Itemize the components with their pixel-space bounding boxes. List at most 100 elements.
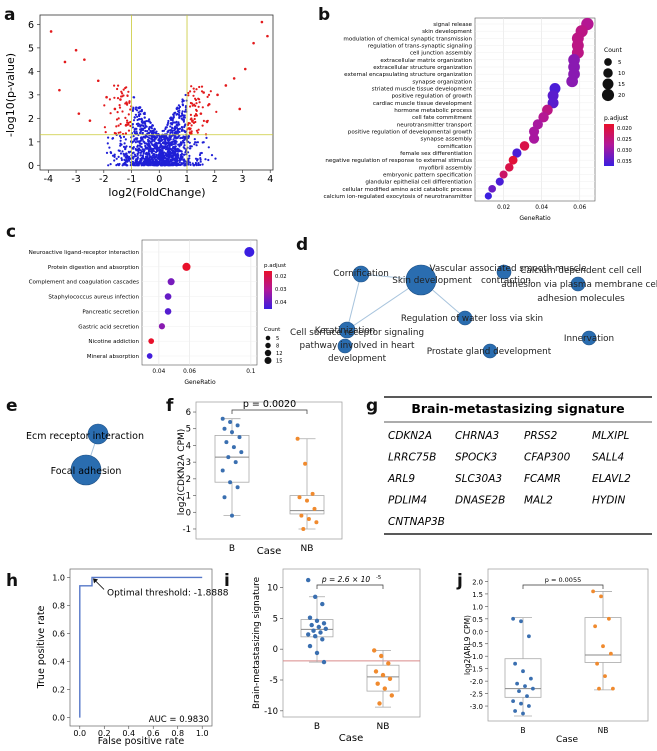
arl9-dot-B [511, 616, 515, 621]
signature-pvalue-bracket [316, 584, 384, 589]
label-keratinization: Keratinization [315, 326, 376, 336]
volcano-point [170, 155, 173, 158]
volcano-point [143, 116, 146, 119]
volcano-point [180, 114, 183, 117]
volcano-point [190, 85, 193, 88]
cdkn2a-dot-NB [312, 506, 317, 511]
kegg-term-label: Pancreatic secretion [82, 309, 139, 315]
panel-c: c Neuroactive ligand-receptor interactio… [6, 222, 287, 386]
arl9-ytick-label: -2.5 [470, 691, 483, 699]
volcano-point [138, 107, 141, 110]
volcano-point [172, 113, 175, 117]
cdkn2a-dot-B [222, 426, 227, 431]
arl9-dot-NB [597, 686, 601, 691]
volcano-point [161, 162, 164, 165]
cdkn2a-dot-B [235, 485, 240, 490]
volcano-point [178, 111, 181, 114]
volcano-xtick-label: -1 [127, 174, 136, 185]
label-vascular-line2: contraction [481, 276, 531, 286]
arl9-ytick-label: 1.5 [472, 591, 483, 599]
roc-curve [79, 576, 203, 718]
volcano-point [182, 146, 185, 149]
volcano-ylabel: -log10(p-value) [4, 53, 17, 137]
kegg-count-legend-dot [265, 342, 271, 349]
cdkn2a-dot-B [230, 513, 234, 518]
go-term-label: cornification [437, 144, 472, 150]
volcano-point [117, 124, 120, 127]
signature-ytick-label: 0 [273, 645, 278, 655]
kegg-dot [146, 353, 153, 359]
volcano-point [152, 131, 155, 134]
volcano-frame [39, 14, 274, 171]
panel-letter-e: e [6, 396, 18, 416]
signature-dot-NB [386, 661, 391, 666]
cdkn2a-dot-NB [305, 498, 309, 503]
panel-j: j -3.0 -2.5 -2.0 -1.5 -1.0 -0.5 0.0 0.5 1.0 1.5 2.… [456, 568, 649, 745]
volcano-point [147, 119, 150, 122]
volcano-sig-point [252, 41, 255, 45]
roc-annotation-label: Optimal threshold: -1.8888 [107, 588, 229, 598]
volcano-point [194, 113, 198, 116]
kegg-count-legend-dot [265, 335, 271, 341]
volcano-point [189, 105, 192, 108]
cdkn2a-frame [195, 401, 343, 540]
volcano-point [187, 136, 190, 139]
volcano-point [131, 123, 134, 126]
arl9-frame [487, 568, 649, 722]
cdkn2a-ytick-label: 0 [186, 508, 191, 518]
roc-annotation-arrowhead [93, 578, 99, 584]
label-vascular-line1: Vascular associated smooth muscle [430, 264, 587, 274]
volcano-point [159, 149, 162, 152]
arl9-ytick-label: 2.0 [472, 578, 483, 586]
panel-letter-b: b [318, 5, 330, 25]
cdkn2a-dot-NB [303, 461, 308, 466]
signature-box-ylabel: Brain-metastasizing signature [252, 577, 262, 709]
volcano-point [145, 153, 148, 156]
volcano-point [192, 87, 195, 90]
volcano-point [150, 140, 154, 143]
volcano-xtick-label: -3 [71, 174, 80, 185]
volcano-point [150, 137, 153, 140]
volcano-point [134, 141, 137, 144]
volcano-point [117, 131, 120, 134]
volcano-point [197, 97, 200, 100]
volcano-significant-points [49, 20, 269, 127]
volcano-point [164, 143, 167, 146]
volcano-point [148, 149, 151, 152]
volcano-point [146, 138, 150, 141]
volcano-point [171, 140, 174, 143]
volcano-point [125, 158, 128, 161]
volcano-point [107, 164, 110, 167]
volcano-point [183, 114, 186, 117]
roc-xtick-label: 0.4 [122, 729, 135, 738]
go-plot-frame [474, 17, 596, 202]
volcano-point [166, 159, 169, 162]
volcano-point [176, 136, 179, 139]
volcano-point [140, 108, 143, 112]
volcano-point [120, 157, 123, 160]
volcano-point [116, 97, 120, 100]
go-term-label: synapse organization [412, 79, 472, 85]
volcano-point [150, 150, 153, 153]
kegg-dot [182, 262, 191, 271]
volcano-point [173, 136, 176, 139]
volcano-point [200, 85, 204, 88]
volcano-point [187, 151, 190, 154]
volcano-sig-point [74, 48, 78, 52]
volcano-point [121, 110, 124, 113]
roc-xtick-label: 0.0 [73, 729, 86, 738]
volcano-ytick-label: 4 [28, 67, 34, 78]
volcano-point [142, 124, 145, 128]
volcano-point [195, 141, 198, 144]
volcano-point [190, 102, 194, 105]
volcano-point [140, 124, 143, 127]
volcano-point [146, 147, 150, 150]
volcano-point [167, 154, 170, 157]
signature-gene: FCAMR [524, 473, 561, 485]
volcano-point [207, 158, 210, 162]
label-focal-adhesion: Focal adhesion [51, 466, 122, 477]
volcano-point [148, 131, 151, 135]
volcano-point [193, 90, 196, 93]
panel-h: h 0.0 0.2 0.4 0.6 0.8 1.0 0.0 0.2 0.4 0.6 0.8 1.0 Op… [6, 568, 229, 747]
signature-dot-B [307, 615, 313, 620]
